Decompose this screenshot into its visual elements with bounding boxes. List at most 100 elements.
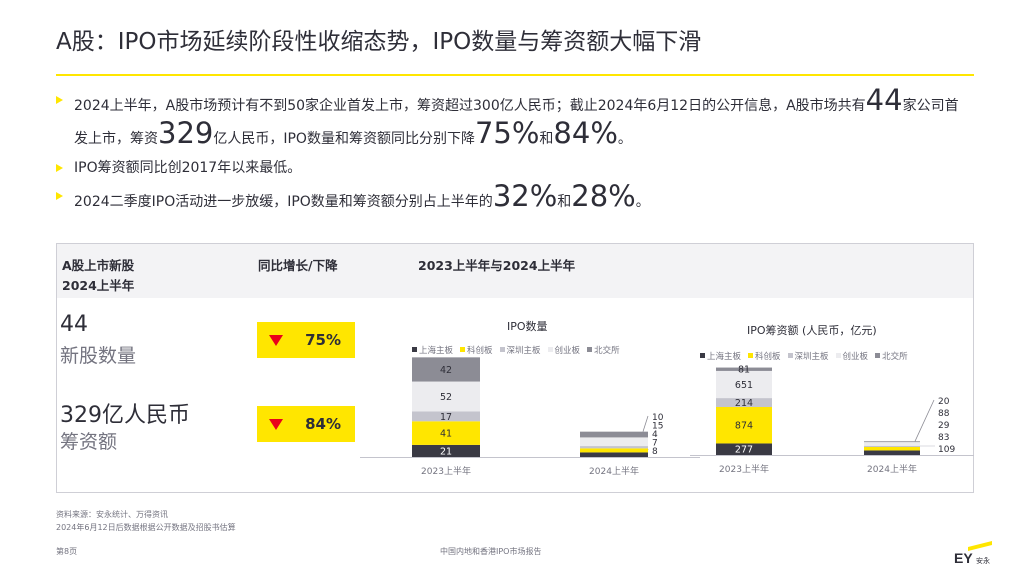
col-header-new-listings: A股上市新股 — [62, 258, 135, 273]
legend-label: 深圳主板 — [506, 346, 541, 356]
ey-logo: EY 安永 — [954, 541, 992, 566]
ey-logo-text: EY — [954, 550, 973, 565]
bar-segment — [716, 367, 772, 371]
bullet-triangle-icon — [56, 164, 63, 172]
kpi-ipo-count-label: 新股数量 — [60, 345, 137, 367]
highlight-number: 75% — [474, 116, 540, 150]
legend-swatch — [748, 353, 754, 358]
highlight-number: 28% — [571, 179, 636, 213]
data-label: 20 — [938, 397, 950, 407]
data-label: 17 — [440, 412, 452, 423]
bullet-text: 2024上半年，A股市场预计有不到50家企业首发上市，筹资超过300亿人民币；截… — [74, 98, 866, 114]
report-name: 中国内地和香港IPO市场报告 — [440, 547, 542, 556]
bar-segment — [716, 398, 772, 408]
x-tick-label: 2024上半年 — [867, 463, 917, 475]
legend-item: 深圳主板 — [787, 350, 829, 362]
data-label: 81 — [738, 365, 750, 376]
legend-label: 上海主板 — [419, 346, 454, 356]
chart-legend: 上海主板 科创板 深圳主板 创业板 北交所 — [700, 350, 908, 362]
col-header-period: 2024上半年 — [62, 278, 135, 293]
legend-label: 科创板 — [755, 352, 781, 362]
legend-item: 创业板 — [547, 344, 581, 356]
estimation-note: 2024年6月12日后数据根据公开数据及招股书估算 — [56, 523, 236, 532]
bullet-text: 。 — [635, 194, 650, 210]
legend-swatch — [875, 353, 881, 358]
legend-label: 创业板 — [554, 346, 581, 356]
bullet-text: 。 — [617, 131, 632, 147]
bullet-item: 2024二季度IPO活动进一步放缓，IPO数量和筹资额分别占上半年的32%和28… — [56, 182, 650, 216]
col-header-comparison: 2023上半年与2024上半年 — [418, 258, 576, 273]
legend-swatch — [835, 353, 841, 358]
bar-segment — [864, 446, 920, 451]
x-tick-label: 2023上半年 — [719, 463, 769, 475]
bullet-text: 和 — [557, 194, 572, 210]
legend-item: 上海主板 — [700, 350, 741, 362]
legend-label: 上海主板 — [707, 352, 742, 362]
bullet-text: IPO筹资额同比创2017年以来最低。 — [74, 160, 302, 176]
yoy-change-proceeds: 84% — [305, 415, 341, 433]
leader-line — [914, 399, 935, 442]
yoy-badge-count: 75% — [257, 322, 355, 358]
data-label: 8 — [652, 447, 658, 457]
kpi-proceeds: 329亿人民币 — [60, 403, 190, 428]
data-label: 83 — [938, 433, 949, 443]
bar-segment — [580, 448, 648, 453]
legend-item: 北交所 — [875, 350, 908, 362]
bar-segment — [580, 437, 648, 447]
title-divider — [56, 74, 974, 76]
data-panel — [56, 243, 974, 493]
kpi-ipo-count: 44 — [60, 312, 88, 337]
x-tick-label: 2024上半年 — [589, 465, 639, 477]
bar-segment — [412, 421, 480, 445]
data-label: 277 — [735, 445, 753, 456]
legend-item: 北交所 — [587, 344, 620, 356]
legend-swatch — [499, 347, 505, 352]
legend-item: 科创板 — [460, 344, 493, 356]
chart-legend: 上海主板 科创板 深圳主板 创业板 北交所 — [412, 344, 620, 356]
col-header-yoy: 同比增长/下降 — [258, 258, 338, 273]
bar-segment — [716, 370, 772, 399]
data-label: 29 — [938, 421, 950, 431]
legend-label: 北交所 — [882, 352, 908, 362]
source-note: 资料来源：安永统计、万得资讯 — [56, 510, 168, 519]
data-label: 4 — [652, 430, 658, 440]
legend-label: 科创板 — [467, 346, 493, 356]
bar-segment — [580, 431, 648, 438]
legend-item: 科创板 — [748, 350, 781, 362]
bar-segment — [580, 452, 648, 457]
legend-swatch — [547, 347, 553, 352]
data-label: 214 — [735, 398, 753, 409]
data-label: 7 — [652, 439, 658, 449]
bar-segment — [864, 445, 920, 447]
down-arrow-icon — [269, 335, 283, 346]
data-label: 651 — [735, 380, 753, 391]
data-label: 109 — [938, 445, 955, 455]
legend-swatch — [460, 347, 466, 352]
bar-segment — [864, 442, 920, 446]
data-label: 10 — [652, 413, 664, 423]
ey-logo-icon: EY 安永 — [954, 541, 992, 566]
data-label: 15 — [652, 422, 663, 432]
data-label: 41 — [440, 429, 452, 440]
bullet-triangle-icon — [56, 96, 63, 104]
bullet-item: IPO筹资额同比创2017年以来最低。 — [56, 155, 301, 182]
data-label: 42 — [440, 365, 452, 376]
legend-label: 创业板 — [842, 352, 869, 362]
data-label: 874 — [735, 421, 753, 432]
bar-segment — [412, 411, 480, 422]
bar-segment — [412, 444, 480, 457]
kpi-proceeds-label: 筹资额 — [60, 431, 118, 453]
bullet-text: 家公司首发上市，筹资 — [74, 98, 959, 147]
bullet-text: 2024二季度IPO活动进一步放缓，IPO数量和筹资额分别占上半年的 — [74, 194, 493, 210]
data-label: 52 — [440, 392, 452, 403]
bar-segment — [412, 381, 480, 412]
panel-header-bg — [56, 243, 974, 298]
chart-title: IPO筹资额 (人民币，亿元) — [747, 324, 877, 337]
bar-segment — [864, 450, 920, 455]
leader-line — [642, 415, 649, 432]
yoy-badge-proceeds: 84% — [257, 406, 355, 442]
highlight-number: 32% — [492, 179, 558, 213]
ey-logo-subtext: 安永 — [976, 556, 990, 565]
chart-title: IPO数量 — [507, 320, 548, 333]
